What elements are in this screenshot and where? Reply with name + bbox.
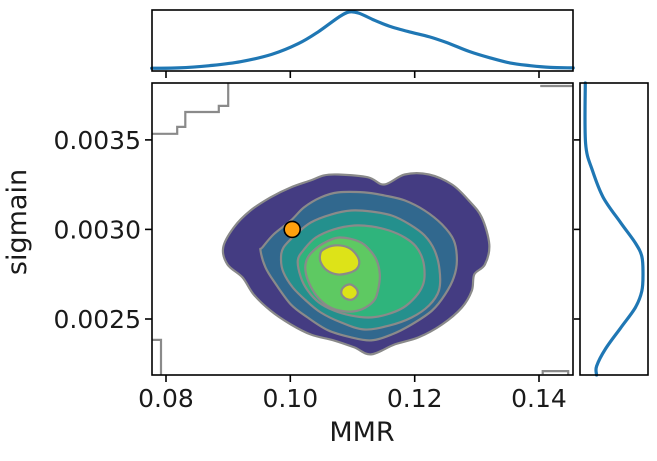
axis-ticks <box>145 71 580 382</box>
x-tick-label-0.14: 0.14 <box>511 384 567 413</box>
y-tick-label-0.0035: 0.0035 <box>54 126 141 155</box>
contour-clip-fragment-2 <box>151 338 163 375</box>
axis-tick-labels: 0.08 0.10 0.12 0.14 0.0025 0.0030 0.0035 <box>54 126 567 413</box>
right-marginal-axes <box>579 82 649 376</box>
x-axis-label: MMR <box>329 417 394 448</box>
kde-contour-band-7 <box>340 283 359 301</box>
contour-clip-fragment-1 <box>151 83 230 135</box>
contour-clip-fragments <box>151 83 574 375</box>
top-marginal-kde-curve <box>150 10 575 70</box>
y-tick-label-0.0025: 0.0025 <box>54 305 141 334</box>
scatter-point[interactable] <box>283 220 302 239</box>
x-tick-label-0.10: 0.10 <box>262 384 318 413</box>
x-tick-label-0.12: 0.12 <box>387 384 443 413</box>
kde-contour-band-6 <box>318 244 361 276</box>
y-tick-label-0.0030: 0.0030 <box>54 215 141 244</box>
y-axis-label: sigmain <box>2 169 33 275</box>
top-marginal-axes <box>151 9 574 72</box>
kde-contour-group <box>221 172 491 356</box>
contour-clip-fragment-3 <box>541 370 570 375</box>
right-marginal-kde-curve <box>583 81 645 377</box>
x-tick-label-0.08: 0.08 <box>138 384 194 413</box>
